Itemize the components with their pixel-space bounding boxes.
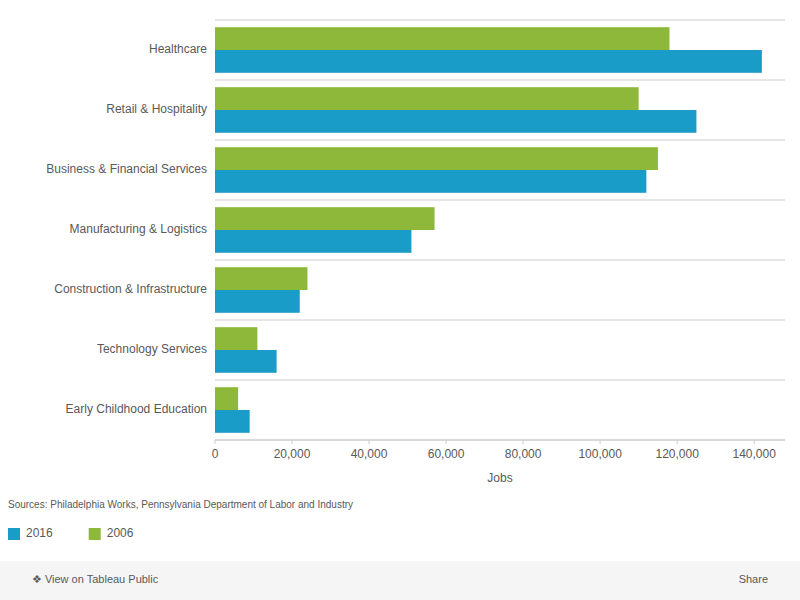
category-label: Healthcare	[149, 42, 207, 56]
legend-label: 2016	[26, 526, 53, 540]
x-tick	[754, 440, 755, 444]
background	[0, 0, 800, 600]
legend-swatch	[89, 528, 101, 540]
x-axis-label: Jobs	[487, 471, 512, 485]
category-label: Retail & Hospitality	[106, 102, 207, 116]
bar	[215, 207, 435, 230]
bar	[215, 290, 300, 313]
bar	[215, 170, 646, 193]
legend-swatch	[8, 528, 20, 540]
group-separator	[215, 140, 785, 141]
x-tick	[600, 440, 601, 444]
group-separator	[215, 320, 785, 321]
legend-label: 2006	[107, 526, 134, 540]
footer-text: ❖ View on Tableau Public	[32, 573, 159, 585]
x-tick	[677, 440, 678, 444]
bar	[215, 27, 669, 50]
group-separator	[215, 200, 785, 201]
x-tick	[215, 440, 216, 444]
category-label: Business & Financial Services	[46, 162, 207, 176]
group-separator	[215, 80, 785, 81]
bar	[215, 110, 696, 133]
chart-container: 0 20,000 40,000 60,000 80,000 100,000 120,000 1…	[0, 0, 800, 600]
bar	[215, 327, 257, 350]
x-tick-label: 80,000	[505, 447, 542, 461]
x-tick-label: 40,000	[351, 447, 388, 461]
source-note: Sources: Philadelphia Works, Pennsylvani…	[8, 499, 353, 510]
group-separator	[215, 20, 785, 21]
x-tick	[523, 440, 524, 444]
category-label: Technology Services	[97, 342, 207, 356]
bar	[215, 410, 250, 433]
x-tick-label: 20,000	[274, 447, 311, 461]
x-tick-label: 140,000	[732, 447, 776, 461]
bars	[215, 27, 762, 433]
x-tick	[446, 440, 447, 444]
bar	[215, 50, 762, 73]
bar	[215, 267, 307, 290]
x-axis-line	[215, 440, 785, 441]
bar	[215, 230, 411, 253]
x-tick	[292, 440, 293, 444]
x-tick-label: 120,000	[655, 447, 699, 461]
category-label: Construction & Infrastructure	[54, 282, 207, 296]
group-separator	[215, 380, 785, 381]
footer-bar	[0, 561, 800, 600]
legend: 2016 2006	[8, 526, 134, 540]
chart-svg: 0 20,000 40,000 60,000 80,000 100,000 120,000 1…	[0, 0, 800, 600]
bar	[215, 147, 658, 170]
group-separator	[215, 440, 785, 441]
bar	[215, 87, 639, 110]
bar	[215, 350, 277, 373]
x-tick-label: 0	[212, 447, 219, 461]
x-tick-label: 60,000	[428, 447, 465, 461]
bar	[215, 387, 238, 410]
x-tick-label: 100,000	[578, 447, 622, 461]
x-tick	[369, 440, 370, 444]
group-separator	[215, 260, 785, 261]
category-label: Early Childhood Education	[66, 402, 207, 416]
footer-text: Share	[739, 573, 768, 585]
category-label: Manufacturing & Logistics	[70, 222, 207, 236]
